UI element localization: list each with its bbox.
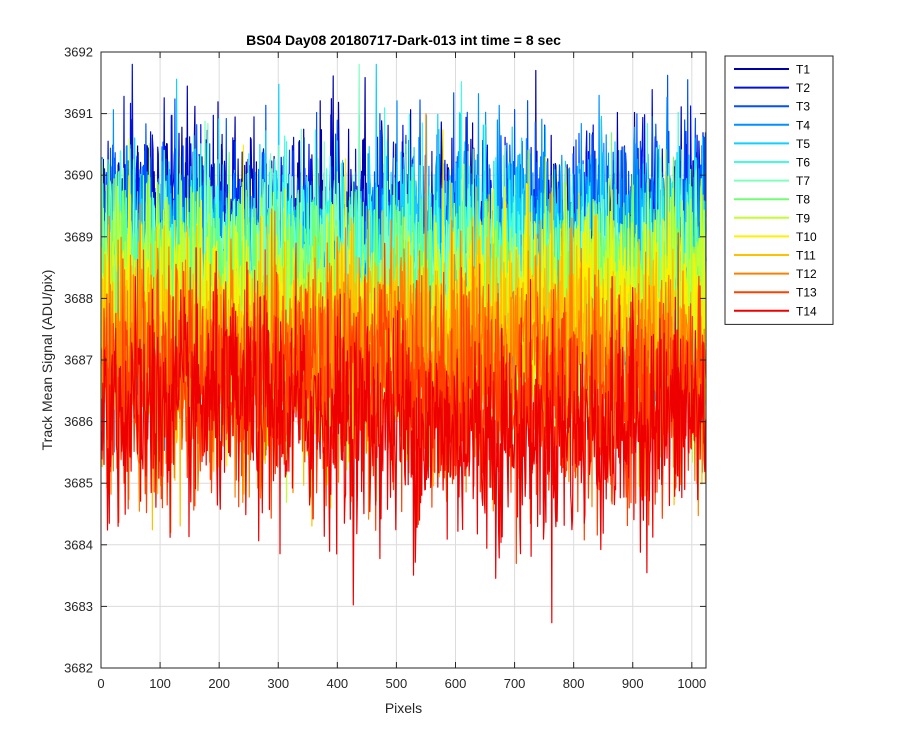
y-tick-label: 3689	[64, 229, 93, 244]
x-tick-label: 400	[326, 676, 348, 691]
legend-label-t12: T12	[796, 267, 817, 281]
legend-label-t5: T5	[796, 137, 810, 151]
x-tick-label: 100	[149, 676, 171, 691]
x-axis-label: Pixels	[385, 700, 422, 716]
y-tick-label: 3687	[64, 353, 93, 368]
legend-label-t4: T4	[796, 118, 810, 132]
y-tick-label: 3691	[64, 106, 93, 121]
legend-label-t3: T3	[796, 100, 810, 114]
y-tick-label: 3688	[64, 291, 93, 306]
chart-title: BS04 Day08 20180717-Dark-013 int time = …	[246, 32, 561, 48]
legend-label-t2: T2	[796, 81, 810, 95]
legend-label-t11: T11	[796, 249, 816, 263]
y-tick-label: 3686	[64, 414, 93, 429]
x-tick-label: 900	[622, 676, 644, 691]
legend-label-t6: T6	[796, 156, 810, 170]
x-tick-label: 300	[267, 676, 289, 691]
x-tick-label: 200	[208, 676, 230, 691]
legend: T1 T2 T3 T4 T5 T6 T7 T8 T9 T10 T11 T12 T13 T14	[724, 55, 834, 325]
x-tick-label: 700	[504, 676, 526, 691]
y-tick-label: 3692	[64, 45, 93, 60]
legend-label-t8: T8	[796, 193, 810, 207]
series-lines	[101, 63, 707, 624]
legend-label-t9: T9	[796, 211, 810, 225]
legend-box	[724, 55, 834, 325]
y-tick-label: 3685	[64, 476, 93, 491]
y-axis-ticks: 3682 3683 3684 3685 3686 3687 3688 3689 3690 3691…	[64, 45, 706, 676]
y-axis-label: Track Mean Signal (ADU/pix)	[39, 270, 55, 451]
legend-label-t13: T13	[796, 286, 817, 300]
y-tick-label: 3682	[64, 661, 93, 676]
y-tick-label: 3684	[64, 537, 93, 552]
x-tick-label: 500	[386, 676, 408, 691]
x-tick-label: 0	[97, 676, 104, 691]
x-tick-label: 600	[445, 676, 467, 691]
y-tick-label: 3683	[64, 599, 93, 614]
x-tick-label: 800	[563, 676, 585, 691]
y-tick-label: 3690	[64, 168, 93, 183]
legend-label-t1: T1	[796, 63, 810, 77]
legend-label-t14: T14	[796, 304, 817, 318]
legend-label-t7: T7	[796, 174, 810, 188]
series-line-t14	[101, 247, 707, 624]
x-tick-label: 1000	[677, 676, 706, 691]
legend-label-t10: T10	[796, 230, 817, 244]
x-axis-ticks: 0 100 200 300 400 500 600 700 800 900 1000	[97, 52, 706, 691]
